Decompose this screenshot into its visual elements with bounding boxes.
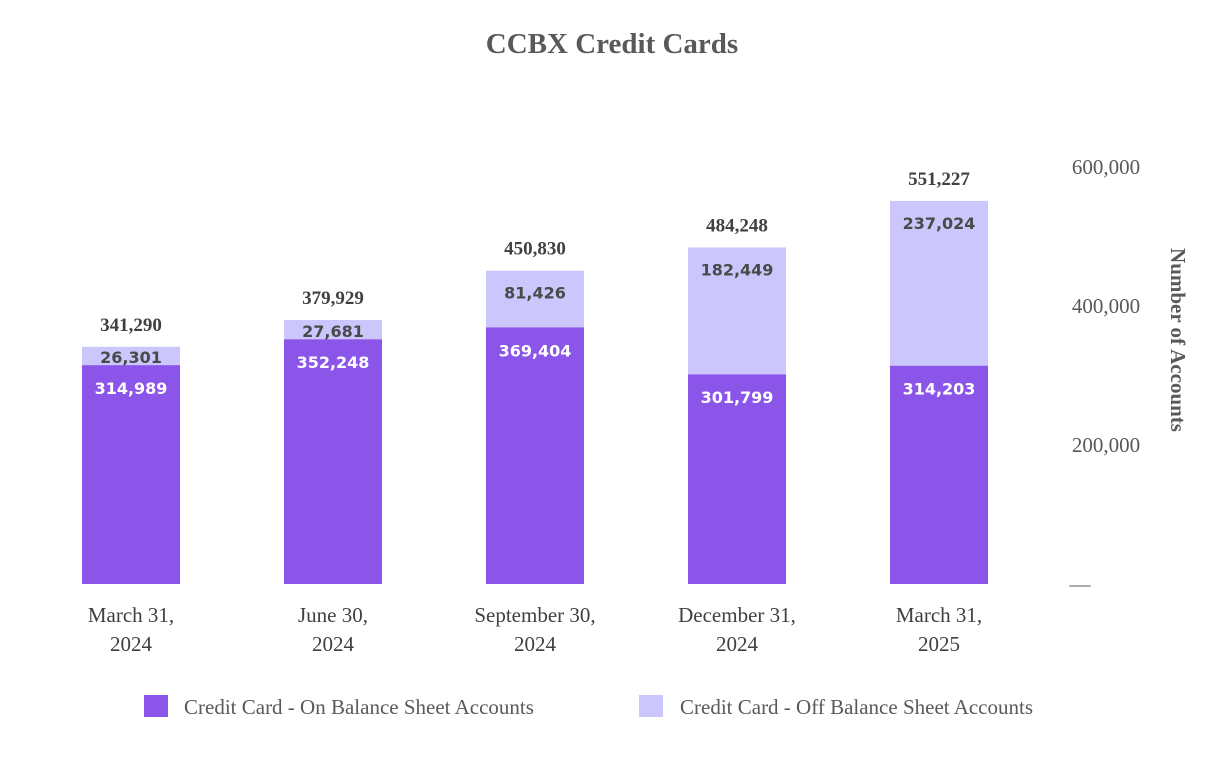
bar-off-balance-1	[82, 346, 180, 366]
x-axis: March 31, 2024 June 30, 2024 September 30, 20…	[88, 603, 982, 656]
y-tick-label: 200,000	[1072, 433, 1140, 457]
x-category-label: March 31, 2025	[896, 603, 982, 656]
off-balance-value-label: 81,426	[504, 284, 566, 303]
legend-swatch-on-balance	[144, 695, 168, 717]
on-balance-value-label: 314,203	[903, 380, 976, 399]
total-value-label: 551,227	[908, 169, 970, 190]
total-value-label: 484,248	[706, 215, 768, 236]
y-axis-title: Number of Accounts	[1166, 248, 1190, 432]
y-tick-label: 600,000	[1072, 155, 1140, 179]
off-balance-value-label: 182,449	[701, 260, 774, 279]
x-category-label: March 31, 2024	[88, 603, 174, 656]
off-balance-value-label: 27,681	[302, 322, 364, 341]
off-balance-value-label: 237,024	[903, 214, 976, 233]
bar-off-balance-3	[486, 270, 584, 328]
bar-on-balance-2	[284, 339, 382, 584]
bar-off-balance-2	[284, 319, 382, 340]
on-balance-value-label: 352,248	[297, 353, 370, 372]
x-category-label: December 31, 2024	[678, 603, 796, 656]
off-balance-value-label: 26,301	[100, 348, 162, 367]
on-balance-value-label: 314,989	[95, 379, 168, 398]
bar-on-balance-3	[486, 327, 584, 584]
total-value-label: 450,830	[504, 239, 566, 260]
legend-label-off-balance: Credit Card - Off Balance Sheet Accounts	[680, 695, 1033, 719]
legend-label-on-balance: Credit Card - On Balance Sheet Accounts	[184, 695, 534, 719]
y-tick-label: —	[1069, 572, 1092, 596]
x-category-label: September 30, 2024	[474, 603, 595, 656]
bar-off-balance-5	[890, 200, 988, 366]
total-value-label: 341,290	[100, 315, 162, 336]
bar-on-balance-5	[890, 365, 988, 584]
bar-on-balance-1	[82, 365, 180, 584]
legend-swatch-off-balance	[639, 695, 663, 717]
y-tick-label: 400,000	[1072, 294, 1140, 318]
chart-title: CCBX Credit Cards	[486, 28, 738, 60]
bars-layer	[82, 200, 988, 584]
on-balance-value-label: 369,404	[499, 341, 572, 360]
bar-on-balance-4	[688, 374, 786, 584]
legend: Credit Card - On Balance Sheet Accounts C…	[144, 695, 1033, 719]
x-category-label: June 30, 2024	[298, 603, 368, 656]
on-balance-value-label: 301,799	[701, 388, 774, 407]
bar-off-balance-4	[688, 247, 786, 375]
total-value-label: 379,929	[302, 288, 364, 309]
y-axis: — 200,000 400,000 600,000	[1069, 155, 1141, 596]
data-labels-layer: 314,989 26,301 341,290 352,248 27,681 379,929…	[95, 169, 976, 407]
